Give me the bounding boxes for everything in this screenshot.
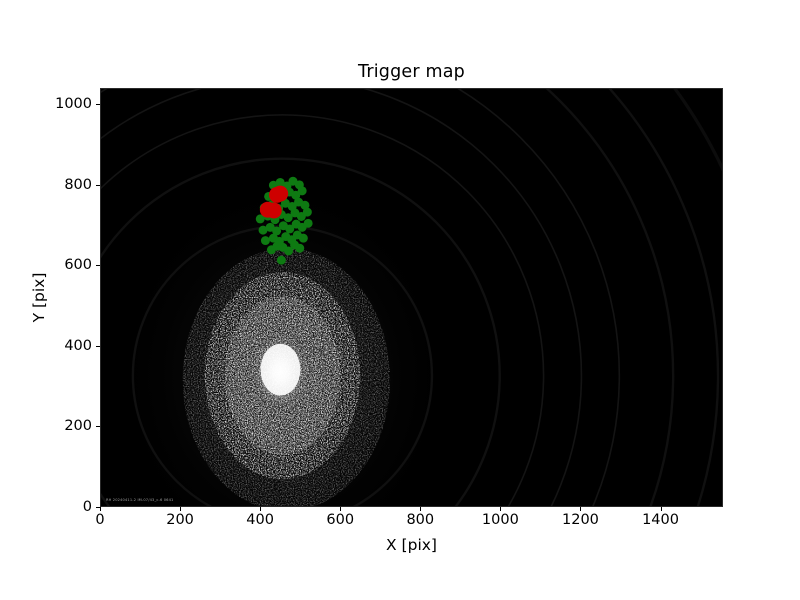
data-point [298, 233, 308, 243]
y-tick-label: 400 [64, 337, 92, 354]
x-tick-label: 1400 [642, 512, 679, 528]
plot-watermark: RH 20240411-2 IM-07/43_c-6 0641 [106, 498, 174, 502]
x-tick-label: 1200 [562, 512, 599, 528]
y-tick-label: 1000 [55, 96, 92, 113]
page-title: Trigger map [358, 62, 465, 82]
y-tick-label: 800 [64, 176, 92, 193]
y-tick-mark [96, 184, 100, 186]
data-point [258, 225, 268, 235]
data-point [295, 243, 305, 253]
x-tick-label: 400 [246, 512, 274, 528]
y-tick-mark [96, 345, 100, 347]
y-tick-mark [96, 265, 100, 267]
x-tick-label: 800 [406, 512, 435, 528]
marker-layer [101, 89, 722, 506]
y-tick-label: 0 [82, 499, 92, 515]
x-tick-mark [180, 507, 182, 511]
data-point [276, 255, 286, 265]
data-point [300, 200, 310, 210]
y-tick-mark [96, 426, 100, 428]
x-tick-label: 200 [166, 512, 194, 528]
data-point [285, 224, 295, 234]
data-point [260, 236, 270, 246]
x-tick-mark [500, 507, 502, 511]
y-axis-label: Y [pix] [30, 272, 48, 323]
detector-image [101, 89, 722, 506]
x-tick-mark [100, 507, 101, 511]
x-tick-label: 1000 [481, 512, 519, 528]
data-point [274, 236, 284, 246]
x-tick-mark [580, 507, 582, 511]
x-tick-label: 0 [95, 512, 105, 528]
data-point [284, 246, 294, 256]
x-tick-mark [340, 507, 342, 511]
data-point [265, 202, 282, 219]
data-point [272, 185, 289, 202]
y-tick-label: 200 [64, 418, 92, 435]
data-point [291, 190, 301, 200]
plot-area[interactable]: RH 20240411-2 IM-07/43_c-6 0641 [100, 88, 723, 507]
data-point [255, 214, 265, 224]
data-point [302, 207, 312, 217]
series-triggers [255, 176, 313, 265]
data-point [283, 213, 293, 223]
x-tick-mark [420, 507, 422, 511]
x-tick-mark [260, 507, 262, 511]
x-axis-label: X [pix] [386, 536, 437, 554]
data-point [294, 180, 304, 190]
data-point [303, 218, 313, 228]
series-saturated [259, 185, 289, 219]
data-point [272, 226, 282, 236]
y-tick-mark [96, 104, 100, 106]
y-tick-mark [96, 507, 100, 508]
x-tick-mark [660, 507, 662, 511]
data-point [275, 177, 285, 187]
x-tick-label: 600 [326, 512, 355, 528]
y-tick-label: 600 [64, 257, 92, 274]
overlay-text-layer: RH 20240411-2 IM-07/43_c-6 0641 [101, 89, 722, 506]
data-point [287, 202, 297, 211]
